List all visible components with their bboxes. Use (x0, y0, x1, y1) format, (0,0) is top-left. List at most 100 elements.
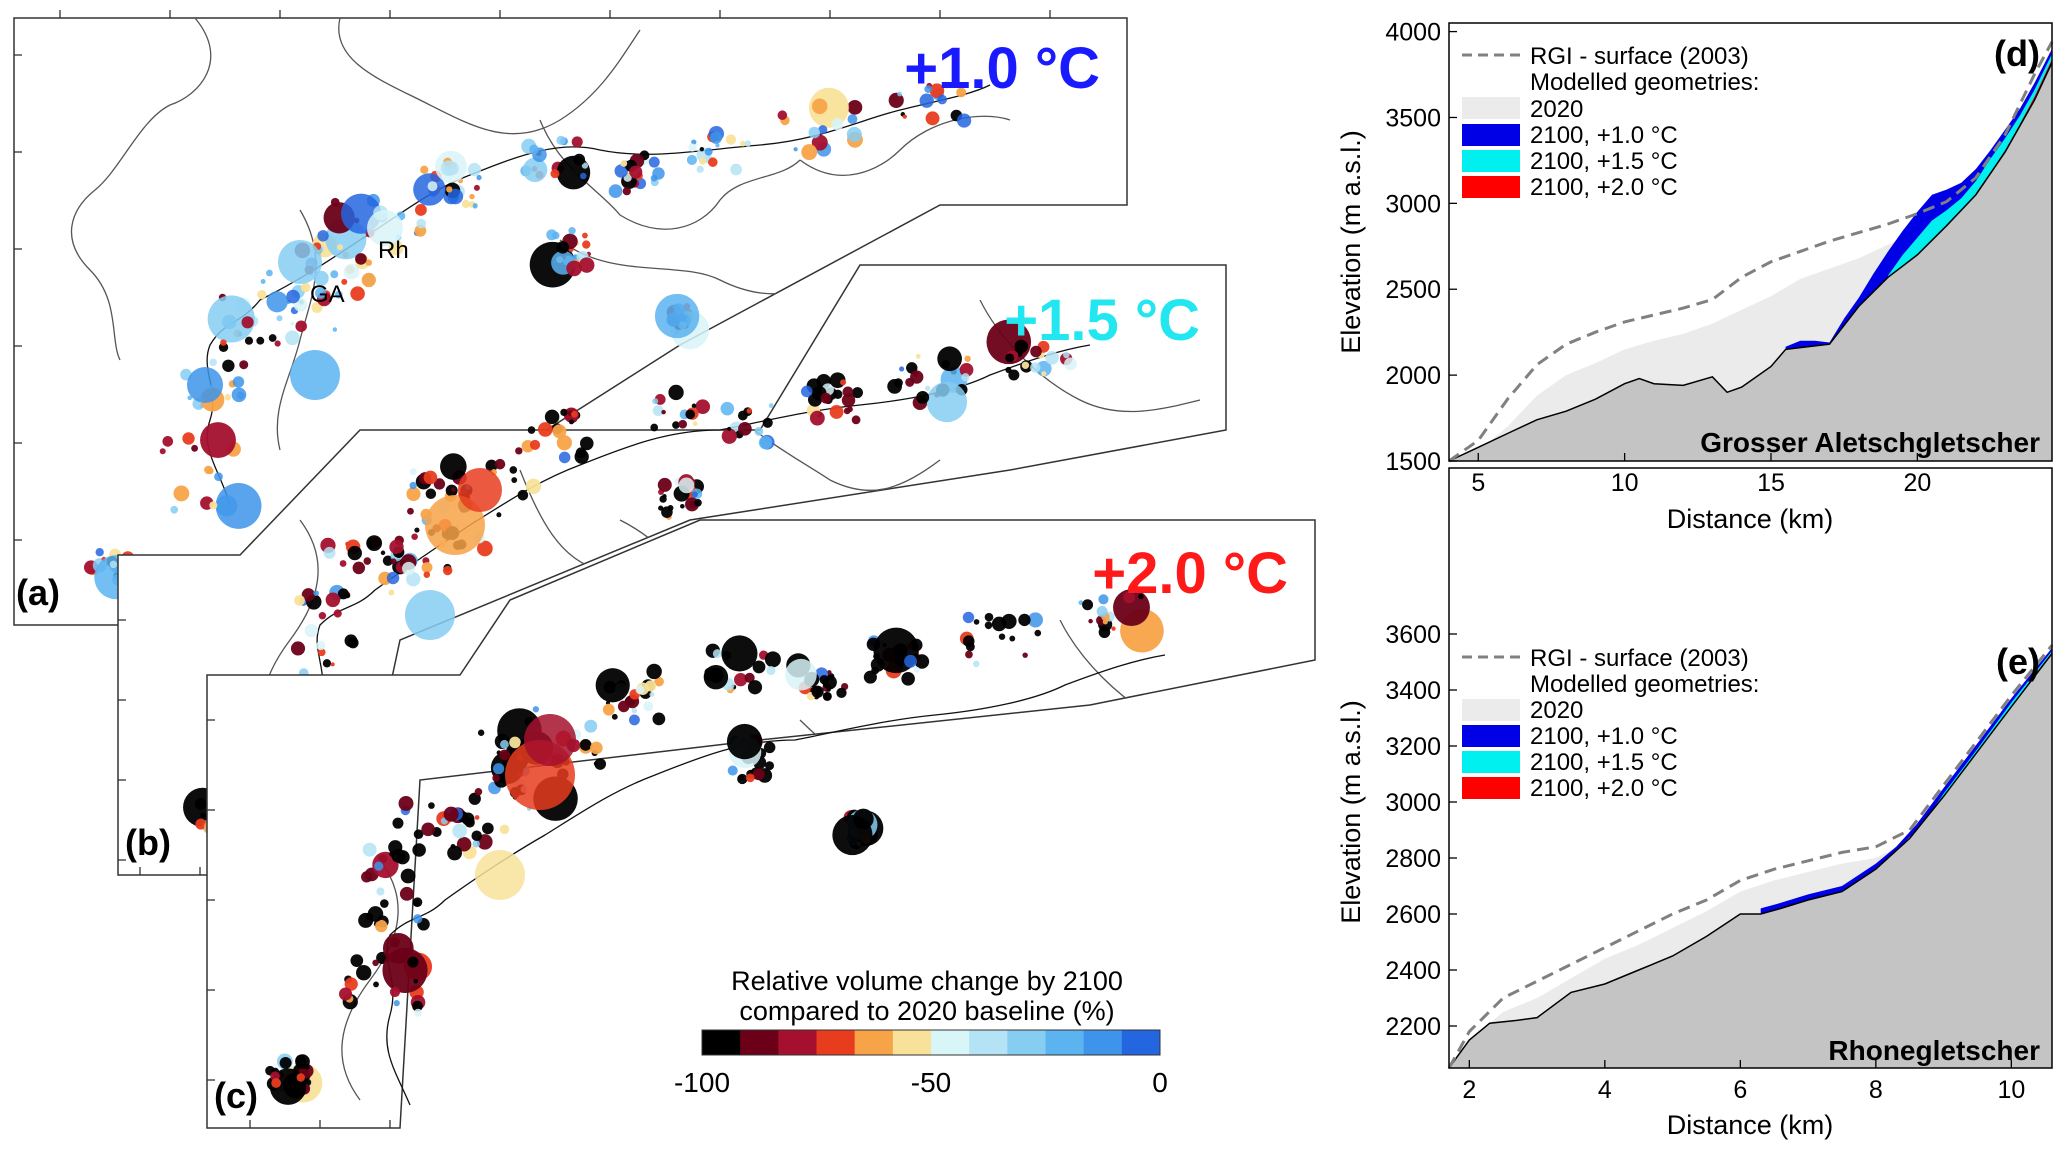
glacier-marker (162, 436, 174, 447)
glacier-marker (937, 346, 962, 372)
panel-label-d: (d) (1994, 33, 2040, 74)
legend-modelled-label-e: Modelled geometries: (1530, 671, 1759, 698)
country-border-a (799, 115, 1011, 176)
glacier-marker (941, 359, 950, 369)
glacier-marker (699, 157, 707, 165)
glacier-marker (330, 662, 335, 667)
glacier-marker (393, 1000, 400, 1007)
glacier-marker (380, 550, 386, 556)
panel-label-c: (c) (214, 1075, 258, 1116)
glacier-marker (406, 572, 421, 587)
glacier-marker-large (524, 714, 576, 766)
glacier-marker (568, 227, 576, 235)
glacier-marker (800, 385, 813, 398)
glacier-marker (222, 359, 235, 372)
colorbar: Relative volume change by 2100 compared … (674, 966, 1168, 1098)
glacier-marker (703, 664, 729, 690)
glacier-marker (793, 147, 798, 152)
glacier-marker (973, 619, 980, 625)
glacier-marker (477, 729, 485, 736)
glacier-marker-large (458, 468, 502, 512)
glacier-marker (220, 339, 227, 346)
glacier-marker-large (367, 210, 403, 246)
glacier-marker (423, 571, 431, 578)
scenario-label-c: +2.0 °C (1092, 541, 1288, 606)
glacier-marker (356, 965, 372, 981)
glacier-marker (374, 861, 384, 871)
legend-2020-swatch-d (1462, 97, 1520, 119)
glacier-marker (296, 1073, 305, 1082)
glacier-marker (571, 136, 583, 148)
glacier-marker (904, 654, 917, 668)
y-tick-label: 3000 (1385, 190, 1441, 218)
glacier-marker (1098, 594, 1109, 605)
glacier-marker (747, 680, 763, 695)
glacier-marker (901, 671, 915, 686)
glacier-marker (279, 1056, 292, 1069)
glacier-marker (388, 840, 403, 855)
glacier-marker (200, 422, 236, 459)
glacier-marker (691, 139, 697, 145)
glacier-marker (500, 739, 509, 749)
glacier-marker (556, 435, 572, 451)
legend-p15-swatch-e (1462, 751, 1520, 773)
glacier-marker (365, 912, 374, 921)
glacier-marker (831, 118, 844, 131)
glacier-marker (594, 758, 607, 770)
glacier-marker (721, 428, 738, 444)
glacier-marker (661, 506, 673, 518)
glacier-marker (649, 691, 655, 697)
glacier-marker (304, 623, 318, 638)
glacier-marker (339, 987, 353, 1001)
glacier-marker (295, 320, 307, 332)
glacier-marker (809, 410, 825, 426)
glacier-marker (323, 546, 336, 559)
y-tick-label: 2400 (1385, 957, 1441, 985)
glacier-marker (888, 92, 904, 108)
map-panel-a: (a) +1.0 °C GA Rh (13, 10, 1128, 626)
glacier-marker (304, 1064, 310, 1070)
glacier-marker (1018, 613, 1031, 627)
glacier-marker (382, 555, 394, 566)
glacier-marker (194, 798, 207, 810)
glacier-marker (925, 111, 940, 126)
glacier-marker (1123, 591, 1136, 604)
plot-area-e (1447, 644, 2054, 1069)
glacier-marker (412, 843, 426, 857)
glacier-marker (662, 494, 667, 499)
glacier-marker (339, 560, 347, 567)
glacier-marker (511, 477, 518, 483)
colorbar-tick-max: 0 (1152, 1067, 1168, 1098)
glacier-marker (913, 666, 920, 673)
colorbar-frame (701, 1029, 1161, 1056)
glacier-marker (301, 588, 315, 602)
glacier-marker (215, 483, 262, 529)
glacier-marker (344, 977, 358, 991)
glacier-marker (509, 466, 518, 474)
glacier-marker (777, 110, 788, 120)
colorbar-tick-mid: -50 (911, 1067, 951, 1098)
glacier-marker-large (290, 350, 340, 400)
glacier-marker (1096, 606, 1108, 618)
glacier-marker (1005, 353, 1015, 363)
glacier-markers-c (265, 589, 1164, 1105)
glacier-marker (853, 808, 874, 830)
glacier-marker (852, 387, 863, 399)
glacier-marker (443, 806, 459, 822)
glacier-marker (529, 144, 539, 155)
axes-frame-d (1448, 22, 2053, 462)
glacier-marker (423, 470, 438, 485)
y-axis-label-e: Elevation (m a.s.l.) (1336, 700, 1366, 924)
glacier-marker (582, 240, 591, 249)
glacier-marker (762, 417, 773, 428)
glacier-marker (727, 426, 732, 432)
colorbar-title-line1: Relative volume change by 2100 (731, 966, 1123, 996)
glacier-marker (415, 204, 427, 216)
glacier-marker (361, 272, 376, 288)
colorbar-title-line2: compared to 2020 baseline (%) (739, 996, 1114, 1026)
glacier-marker (433, 478, 446, 490)
bedrock-line (1448, 62, 2053, 462)
glacier-marker (347, 637, 359, 649)
plot-area-d (1448, 41, 2054, 463)
glacier-marker (843, 407, 851, 415)
